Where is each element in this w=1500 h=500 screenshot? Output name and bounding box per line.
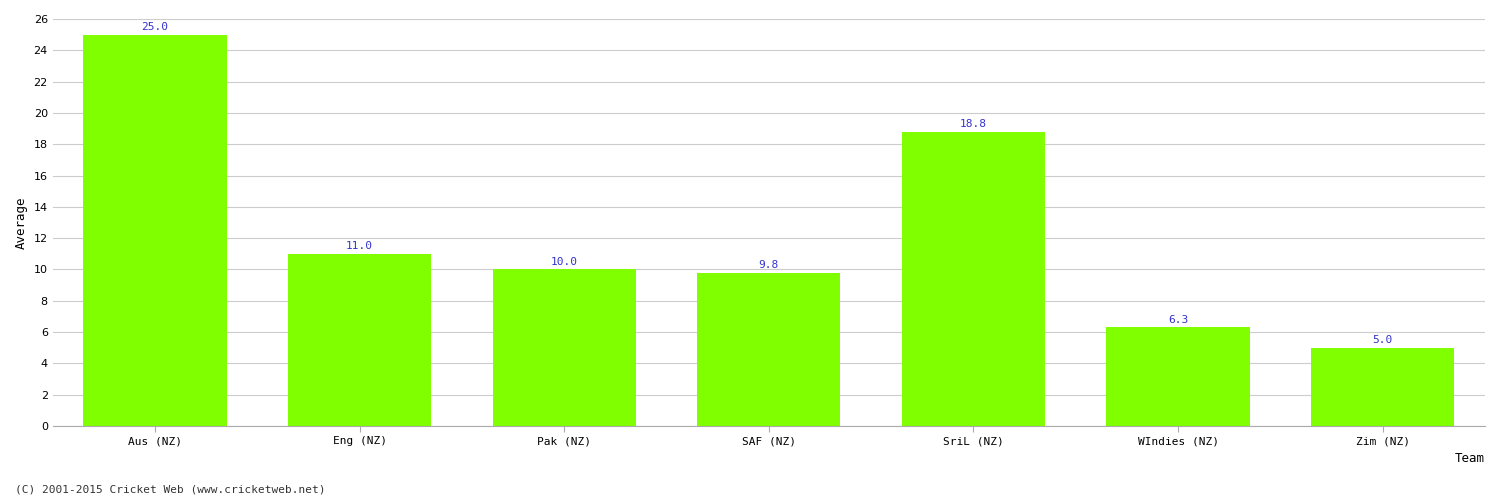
Bar [1311,348,1455,426]
Text: 18.8: 18.8 [960,120,987,130]
Text: (C) 2001-2015 Cricket Web (www.cricketweb.net): (C) 2001-2015 Cricket Web (www.cricketwe… [15,485,326,495]
Bar [1107,328,1250,426]
Text: 11.0: 11.0 [346,242,374,252]
Y-axis label: Average: Average [15,196,28,249]
Bar [698,272,840,426]
Bar [84,34,226,426]
Bar [492,270,636,426]
Text: 9.8: 9.8 [759,260,778,270]
Text: 10.0: 10.0 [550,257,578,267]
Text: 5.0: 5.0 [1372,336,1394,345]
Bar [288,254,430,426]
X-axis label: Team: Team [1455,452,1485,465]
Text: 6.3: 6.3 [1168,315,1188,325]
Bar [902,132,1046,426]
Text: 25.0: 25.0 [141,22,168,32]
